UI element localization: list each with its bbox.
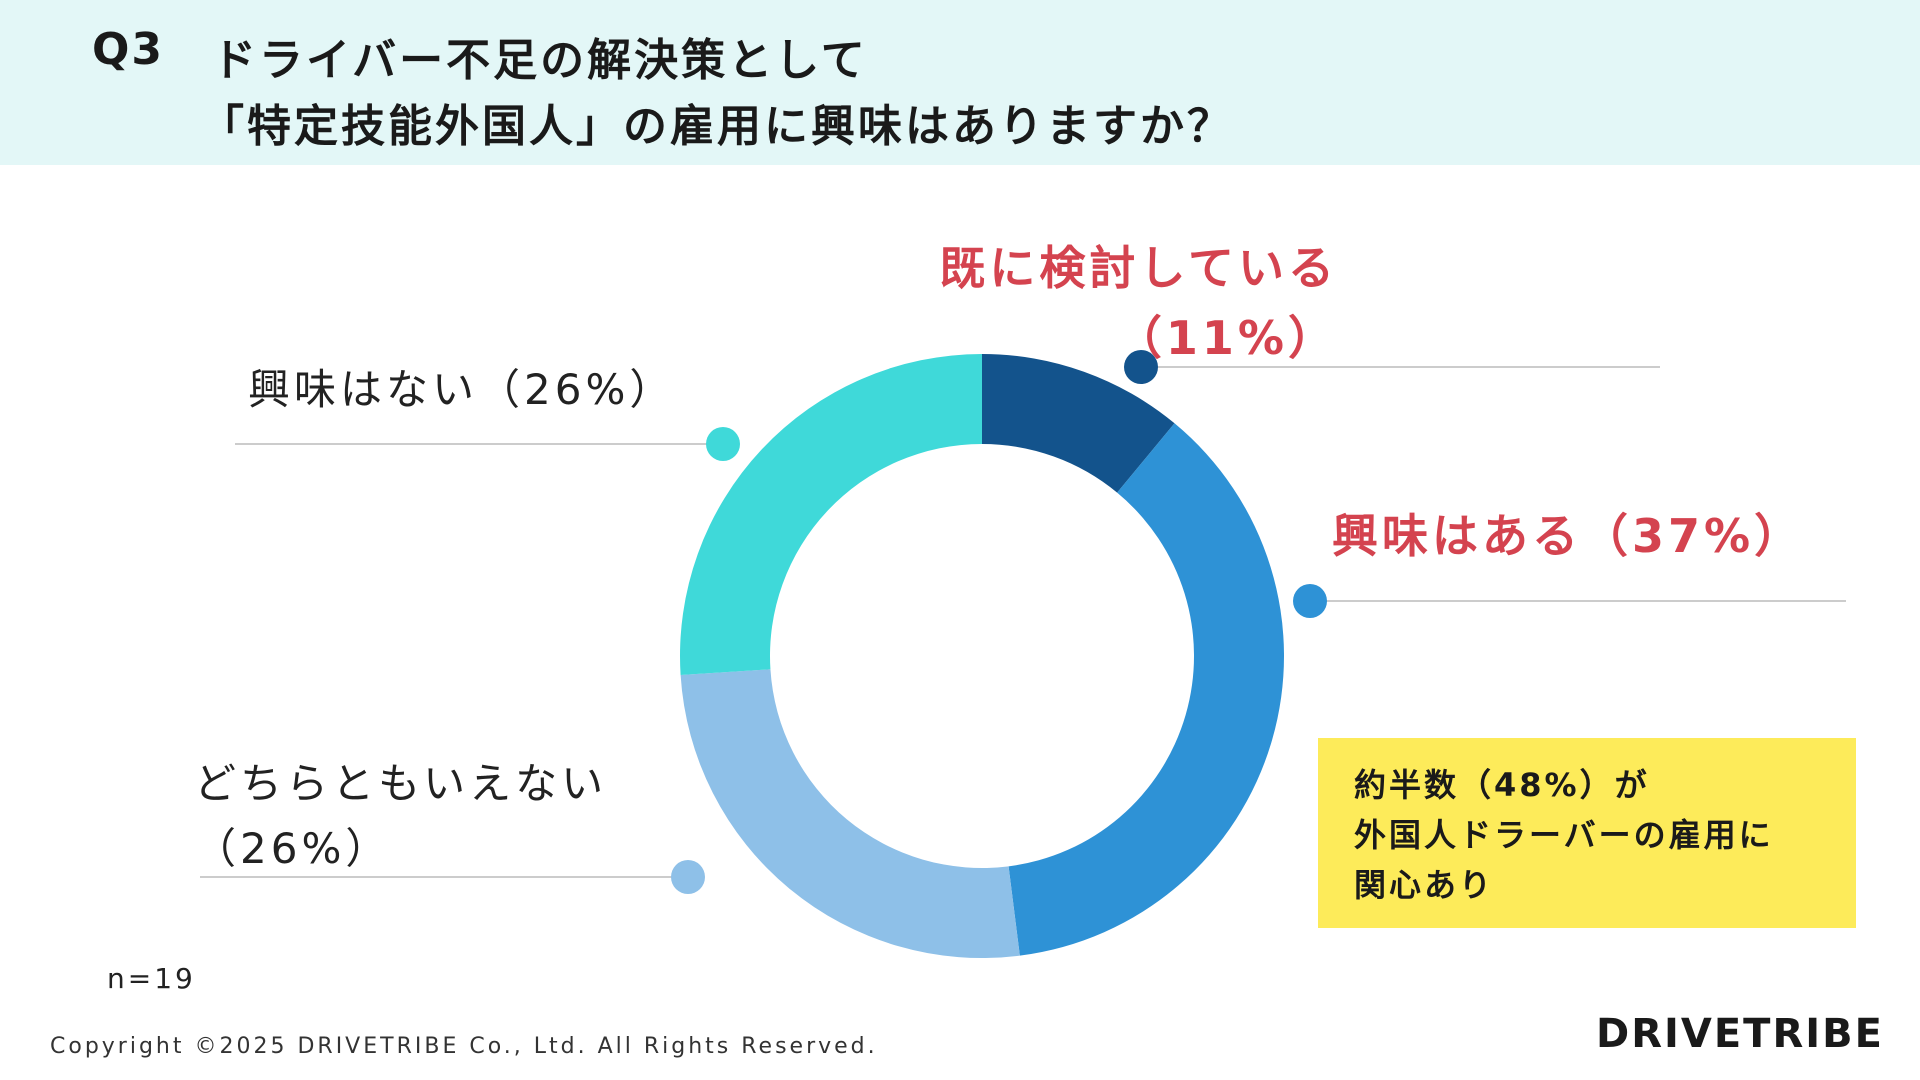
slice-interested <box>1008 423 1284 956</box>
slice-neutral <box>680 669 1020 958</box>
label-interested: 興味はある（37%） <box>1332 509 1805 563</box>
copyright-text: Copyright ©2025 DRIVETRIBE Co., Ltd. All… <box>50 1034 878 1059</box>
leader-not-interested-dot <box>706 427 740 461</box>
leader-neutral-dot <box>671 860 705 894</box>
question-number: Q3 <box>92 24 165 75</box>
question-title-line2: 「特定技能外国人」の雇用に興味はありますか？ <box>200 101 1234 152</box>
label-not-interested: 興味はない（26%） <box>248 365 676 414</box>
label-already-considering: 既に検討している （11%） <box>939 241 1338 365</box>
callout-box: 約半数（48%）が 外国人ドラーバーの雇用に 関心あり <box>1318 738 1856 928</box>
header-band: Q3 ドライバー不足の解決策として 「特定技能外国人」の雇用に興味はありますか？ <box>0 0 1920 165</box>
leader-already-considering-dot <box>1124 350 1158 384</box>
drivetribe-logo: DRIVETRIBE <box>1596 1011 1884 1057</box>
label-neutral: どちらともいえない （26%） <box>194 759 608 873</box>
question-title-line1: ドライバー不足の解決策として <box>212 35 868 86</box>
callout-text: 約半数（48%）が 外国人ドラーバーの雇用に 関心あり <box>1354 766 1774 904</box>
sample-size: n=19 <box>107 962 196 995</box>
slice-not-interested <box>680 354 982 675</box>
slice-already-considering <box>982 354 1175 493</box>
leader-interested-dot <box>1293 584 1327 618</box>
